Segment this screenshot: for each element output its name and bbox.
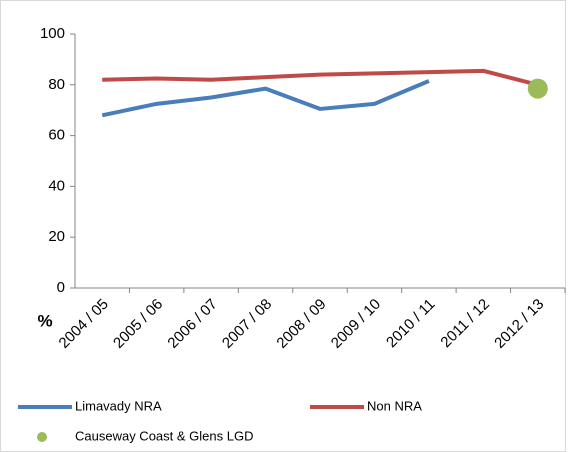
y-axis-label: % [37,311,52,330]
legend-label: Causeway Coast & Glens LGD [75,428,253,443]
chart-border [0,0,566,452]
legend-label: Limavady NRA [75,398,162,413]
y-tick-label: 0 [57,279,65,296]
line [101,79,430,118]
marker [527,78,548,99]
legend-label: Non NRA [367,398,422,413]
y-tick-label: 20 [48,228,65,245]
y-tick-label: 40 [48,177,65,194]
legend-swatch [37,432,47,442]
y-tick-label: 60 [48,127,65,144]
y-tick-label: 100 [40,25,65,42]
y-tick-label: 80 [48,76,65,93]
line [102,68,539,87]
